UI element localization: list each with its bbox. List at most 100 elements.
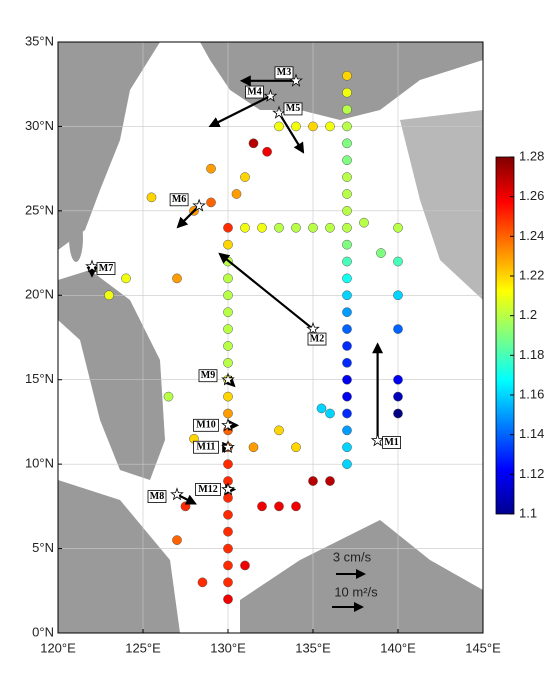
station-label: M11 <box>197 442 216 453</box>
land-philippines <box>58 270 165 480</box>
mooring-star <box>192 198 206 212</box>
station-point <box>172 535 182 545</box>
land-japan <box>200 42 483 120</box>
station-point <box>393 222 403 233</box>
mooring-star <box>221 482 235 496</box>
station-point <box>223 543 233 554</box>
map-frame <box>57 41 484 634</box>
colorbar-tick-label: 1.12 <box>519 466 544 481</box>
station-point <box>223 290 233 301</box>
station-label-box <box>195 483 221 496</box>
station-point <box>223 577 233 588</box>
station-label: M2 <box>310 333 324 344</box>
colorbar-tick-label: 1.1 <box>519 505 537 520</box>
station-label: M4 <box>247 86 261 97</box>
station-point <box>291 442 301 453</box>
station-point <box>325 121 335 132</box>
station-point <box>240 172 250 182</box>
station-point <box>291 222 301 233</box>
station-point <box>146 192 157 203</box>
station-point <box>223 357 233 368</box>
y-tick-label: 15°N <box>25 371 54 386</box>
station-point <box>342 189 352 199</box>
colorbar-tick-label: 1.22 <box>519 267 544 282</box>
station-point <box>342 138 352 149</box>
transport-arrow <box>218 252 314 330</box>
station-point <box>342 273 352 284</box>
mooring-star <box>370 433 385 447</box>
y-tick-label: 30°N <box>25 118 54 133</box>
station-point <box>342 206 352 216</box>
station-point <box>342 341 352 351</box>
station-label: M12 <box>198 484 217 495</box>
land-china <box>58 42 160 250</box>
station-point <box>308 121 318 132</box>
y-tick-label: 0°N <box>32 624 54 639</box>
station-point <box>180 501 191 512</box>
station-label-box <box>193 440 219 454</box>
station-point <box>223 222 233 233</box>
x-tick-label: 140°E <box>380 640 416 655</box>
station-point <box>240 560 250 571</box>
station-point <box>342 442 352 453</box>
station-point <box>308 222 318 233</box>
station-point <box>223 459 233 469</box>
station-point <box>223 341 233 351</box>
mooring-star <box>170 487 184 501</box>
station-point <box>172 273 182 284</box>
station-label: M9 <box>201 370 215 381</box>
station-label: M6 <box>172 194 186 205</box>
station-point <box>262 146 272 157</box>
station-label: M8 <box>150 491 164 502</box>
station-point <box>342 357 352 368</box>
station-point <box>274 501 284 512</box>
station-point <box>342 459 352 469</box>
station-point <box>342 256 352 267</box>
station-point <box>121 273 131 284</box>
station-label-box <box>382 436 402 449</box>
station-point <box>342 104 352 115</box>
mooring-star <box>85 259 99 273</box>
y-tick-label: 35°N <box>25 33 54 48</box>
station-point <box>376 248 386 258</box>
station-point <box>342 425 352 436</box>
colorbar-tick-label: 1.2 <box>519 307 537 322</box>
station-point <box>316 403 327 414</box>
station-point <box>274 121 284 132</box>
station-point <box>223 324 233 334</box>
station-point <box>342 155 352 166</box>
station-point <box>223 273 233 284</box>
station-point <box>223 239 233 250</box>
transport-arrow <box>278 112 305 154</box>
station-point <box>223 408 233 419</box>
station-point <box>342 239 352 250</box>
station-point <box>223 526 233 537</box>
mooring-star <box>221 418 235 432</box>
station-point <box>342 172 352 182</box>
x-tick-label: 135°E <box>295 640 331 655</box>
x-tick-label: 120°E <box>40 640 76 655</box>
mooring-star <box>272 105 286 119</box>
station-point <box>393 391 403 402</box>
colorbar <box>495 156 515 515</box>
station-label-box <box>198 369 218 383</box>
legend-label: 10 m²/s <box>334 584 378 599</box>
station-point <box>223 509 233 520</box>
mooring-star <box>306 321 320 335</box>
station-point <box>223 493 233 503</box>
station-label: M7 <box>99 263 113 274</box>
station-point <box>240 222 250 233</box>
colorbar-tick-label: 1.18 <box>519 347 544 362</box>
station-point <box>291 121 301 132</box>
station-point <box>206 163 216 174</box>
station-point <box>325 476 335 486</box>
station-label: M3 <box>277 67 291 78</box>
land-borneo <box>58 480 180 633</box>
y-tick-label: 10°N <box>25 456 54 471</box>
station-point <box>291 501 301 512</box>
mooring-star <box>221 440 235 454</box>
y-tick-label: 5°N <box>32 540 54 555</box>
station-point <box>342 290 352 301</box>
station-point <box>104 290 114 301</box>
